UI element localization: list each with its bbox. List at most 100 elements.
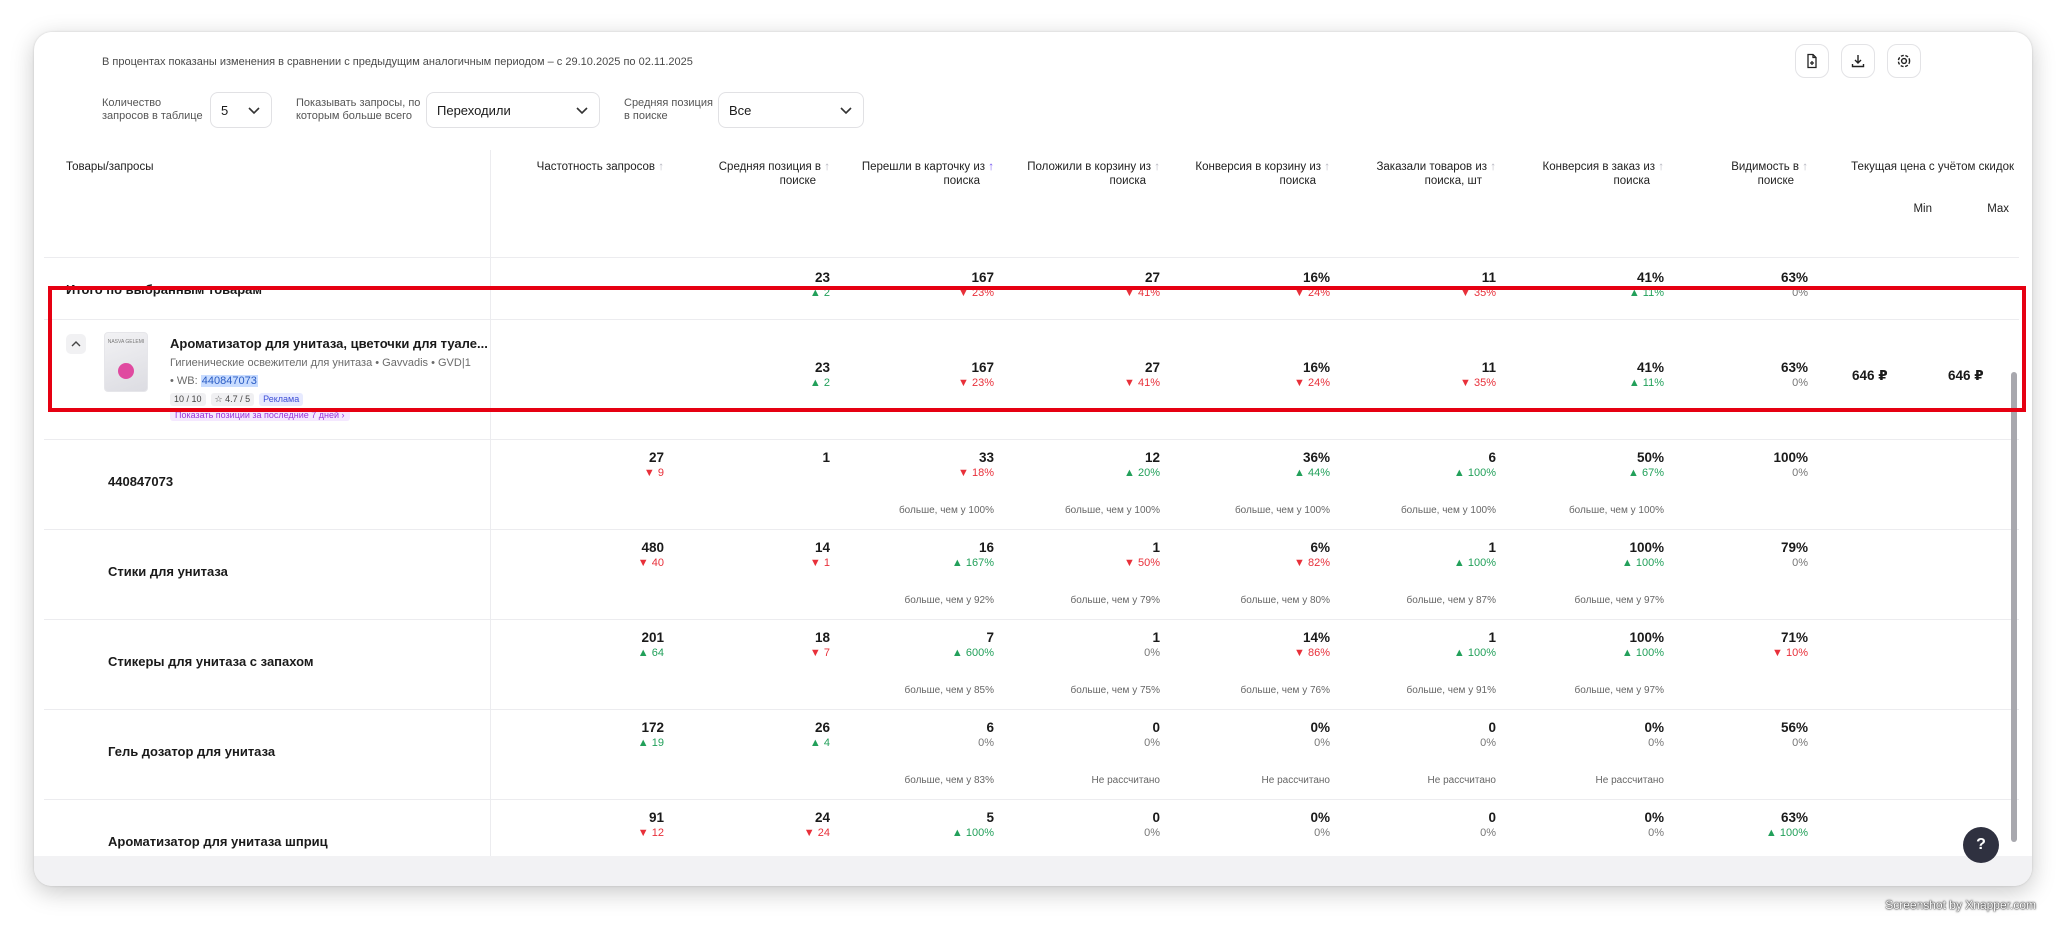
query-freq: 172 ▲ 19 [637,720,664,749]
query-orderconv: 0% 0% [1644,810,1664,839]
query-freq: 91 ▼ 12 [637,810,664,839]
query-clicks: 6 0% [978,720,994,749]
app-window: В процентах показаны изменения в сравнен… [34,32,2032,886]
header-frequency[interactable]: Частотность запросов ↑ [536,161,664,173]
help-button[interactable]: ? [1963,827,1999,863]
total-cart: 27 ▼ 41% [1124,270,1160,299]
product-avgpos: 23 ▲ 2 [809,360,830,389]
query-orders-note: больше, чем у 91% [1406,685,1496,696]
query-orderconv-note: больше, чем у 97% [1574,685,1664,696]
rating-chip: ☆ 4.7 / 5 [210,393,255,406]
product-row[interactable]: NASVA GELEMI Ароматизатор для унитаза, ц… [44,320,2019,440]
query-cart-note: больше, чем у 75% [1070,685,1160,696]
count-select[interactable]: 5 [210,92,272,128]
header-orders[interactable]: Заказали товаров из ↑ поиска, шт [1376,161,1496,187]
sort-arrow-icon: ↑ [1324,161,1330,173]
header-visibility[interactable]: Видимость в ↑ поиске [1731,161,1808,187]
filters-bar: Количество запросов в таблице 5 Показыва… [102,92,864,128]
header-clicks[interactable]: Перешли в карточку из ↑ поиска [861,161,994,187]
product-visibility: 63% 0% [1780,360,1808,389]
rank-chip: 10 / 10 [170,393,206,406]
product-thumbnail[interactable]: NASVA GELEMI [104,332,148,392]
sort-arrow-active-icon: ↑ [988,161,994,173]
query-vis: 71% ▼ 10% [1772,630,1808,659]
show-select[interactable]: Переходили [426,92,600,128]
query-name: Стики для унитаза [108,564,228,579]
sort-arrow-icon: ↑ [1154,161,1160,173]
price-max: 646 ₽ [1948,368,1984,383]
product-cart: 27 ▼ 41% [1124,360,1160,389]
query-cart: 0 0% [1144,810,1160,839]
sort-arrow-icon: ↑ [1802,161,1808,173]
download-button[interactable] [1841,44,1875,78]
query-clicks-note: больше, чем у 83% [904,775,994,786]
query-orderconv: 50% ▲ 67% [1628,450,1664,479]
query-row[interactable]: Стикеры для унитаза с запахом 201 ▲ 64 18 ▼ … [44,620,2019,710]
product-chips: 10 / 10 ☆ 4.7 / 5 Реклама [170,393,304,406]
header-avg-position[interactable]: Средняя позиция в ↑ поиске [718,161,830,187]
query-cartconv: 0% 0% [1310,810,1330,839]
chevron-down-icon [840,107,852,115]
query-name: Ароматизатор для унитаза шприц [108,834,328,849]
price-min: 646 ₽ [1852,368,1888,383]
query-freq: 27 ▼ 9 [643,450,664,479]
query-vis: 56% 0% [1780,720,1808,749]
table-header: Товары/запросы Частотность запросов ↑ Ср… [44,150,2019,258]
period-caption: В процентах показаны изменения в сравнен… [102,56,693,68]
query-orderconv-note: больше, чем у 100% [1568,505,1664,516]
chevron-down-icon [576,107,588,115]
sort-arrow-icon: ↑ [658,161,664,173]
settings-button[interactable] [1887,44,1921,78]
query-cart: 12 ▲ 20% [1124,450,1160,479]
query-orderconv: 0% 0% [1644,720,1664,749]
query-avgpos: 1 [822,450,830,465]
show-label: Показывать запросы, по которым больше вс… [296,97,421,122]
query-avgpos: 14 ▼ 1 [809,540,830,569]
query-row[interactable]: Стики для унитаза 480 ▼ 40 14 ▼ 1 16 ▲ 167% бол… [44,530,2019,620]
query-freq: 201 ▲ 64 [637,630,664,659]
query-avgpos: 18 ▼ 7 [809,630,830,659]
position-label: Средняя позиция в поиске [624,97,713,122]
query-cart-note: Не рассчитано [1091,775,1160,786]
collapse-button[interactable] [66,334,86,354]
wb-article[interactable]: 440847073 [200,375,258,387]
query-cart-note: больше, чем у 100% [1064,505,1160,516]
product-title[interactable]: Ароматизатор для унитаза, цветочки для т… [170,336,488,351]
product-wb: • WB: 440847073 [170,375,258,387]
total-avgpos: 23 ▲ 2 [809,270,830,299]
watermark: Screenshot by Xnapper.com [1885,898,2036,912]
query-clicks: 33 ▼ 18% [958,450,994,479]
header-products: Товары/запросы [66,161,154,173]
query-clicks: 7 ▲ 600% [951,630,994,659]
query-name: Гель дозатор для унитаза [108,744,276,759]
header-price: Текущая цена с учётом скидок [1851,161,2014,173]
total-orderconv: 41% ▲ 11% [1628,270,1664,299]
query-name: 440847073 [108,474,174,489]
total-visibility: 63% 0% [1780,270,1808,299]
header-cart-conversion[interactable]: Конверсия в корзину из ↑ поиска [1195,161,1330,187]
toolbar [1795,44,1921,78]
download-icon [1851,55,1865,68]
position-select[interactable]: Все [718,92,864,128]
header-price-min: Min [1913,203,1932,215]
total-row: Итого по выбранным товарам 23 ▲ 2 167 ▼ 23… [44,258,2019,320]
query-row[interactable]: Гель дозатор для унитаза 172 ▲ 19 26 ▲ 4 6 0% б… [44,710,2019,800]
show-positions-link[interactable]: Показать позиции за последние 7 дней › [170,409,350,421]
total-orders: 11 ▼ 35% [1460,270,1496,299]
query-orderconv: 100% ▲ 100% [1621,630,1664,659]
header-cart[interactable]: Положили в корзину из ↑ поиска [1027,161,1160,187]
ad-badge: Реклама [259,393,304,406]
query-vis: 63% ▲ 100% [1765,810,1808,839]
query-orders: 6 ▲ 100% [1453,450,1496,479]
query-orders: 0 0% [1480,720,1496,749]
header-order-conversion[interactable]: Конверсия в заказ из ↑ поиска [1542,161,1664,187]
scrollbar[interactable] [2011,372,2017,842]
query-cartconv: 14% ▼ 86% [1294,630,1330,659]
query-orderconv: 100% ▲ 100% [1621,540,1664,569]
query-orderconv-note: больше, чем у 97% [1574,595,1664,606]
query-row[interactable]: 440847073 27 ▼ 9 1 33 ▼ 18% больше, чем у 100%… [44,440,2019,530]
gear-icon [1897,54,1911,68]
query-cartconv-note: Не рассчитано [1261,775,1330,786]
export-document-button[interactable] [1795,44,1829,78]
sort-arrow-icon: ↑ [1658,161,1664,173]
